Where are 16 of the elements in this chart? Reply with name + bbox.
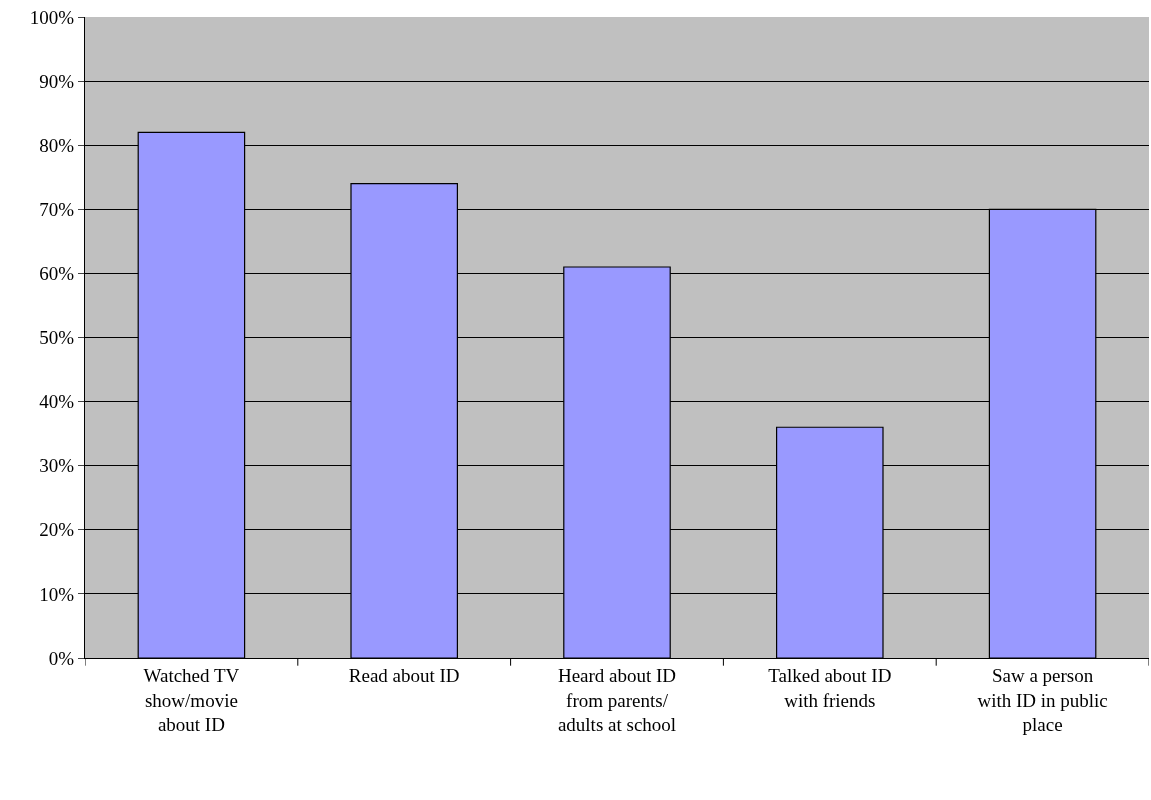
y-tick-label: 80% [39, 134, 75, 156]
y-tick-label: 60% [39, 263, 75, 285]
y-tick-label: 10% [39, 583, 75, 605]
x-tick-label: Talked about ID with friends [768, 664, 892, 711]
x-tick-label: Heard about ID from parents/ adults at school [557, 664, 677, 736]
y-tick-label: 90% [39, 70, 75, 92]
x-tick-label: Read about ID [348, 664, 460, 686]
y-tick-label: 50% [39, 327, 75, 349]
y-tick-label: 20% [39, 519, 75, 541]
y-tick-label: 30% [39, 455, 75, 477]
x-tick-label: Watched TV show/movie about ID [143, 664, 240, 736]
x-tick-label: Saw a person with ID in public place [977, 664, 1108, 736]
y-tick-label: 0% [48, 647, 75, 669]
y-tick-label: 40% [39, 391, 75, 413]
y-tick-label: 100% [29, 6, 75, 28]
y-tick-label: 70% [39, 198, 75, 220]
